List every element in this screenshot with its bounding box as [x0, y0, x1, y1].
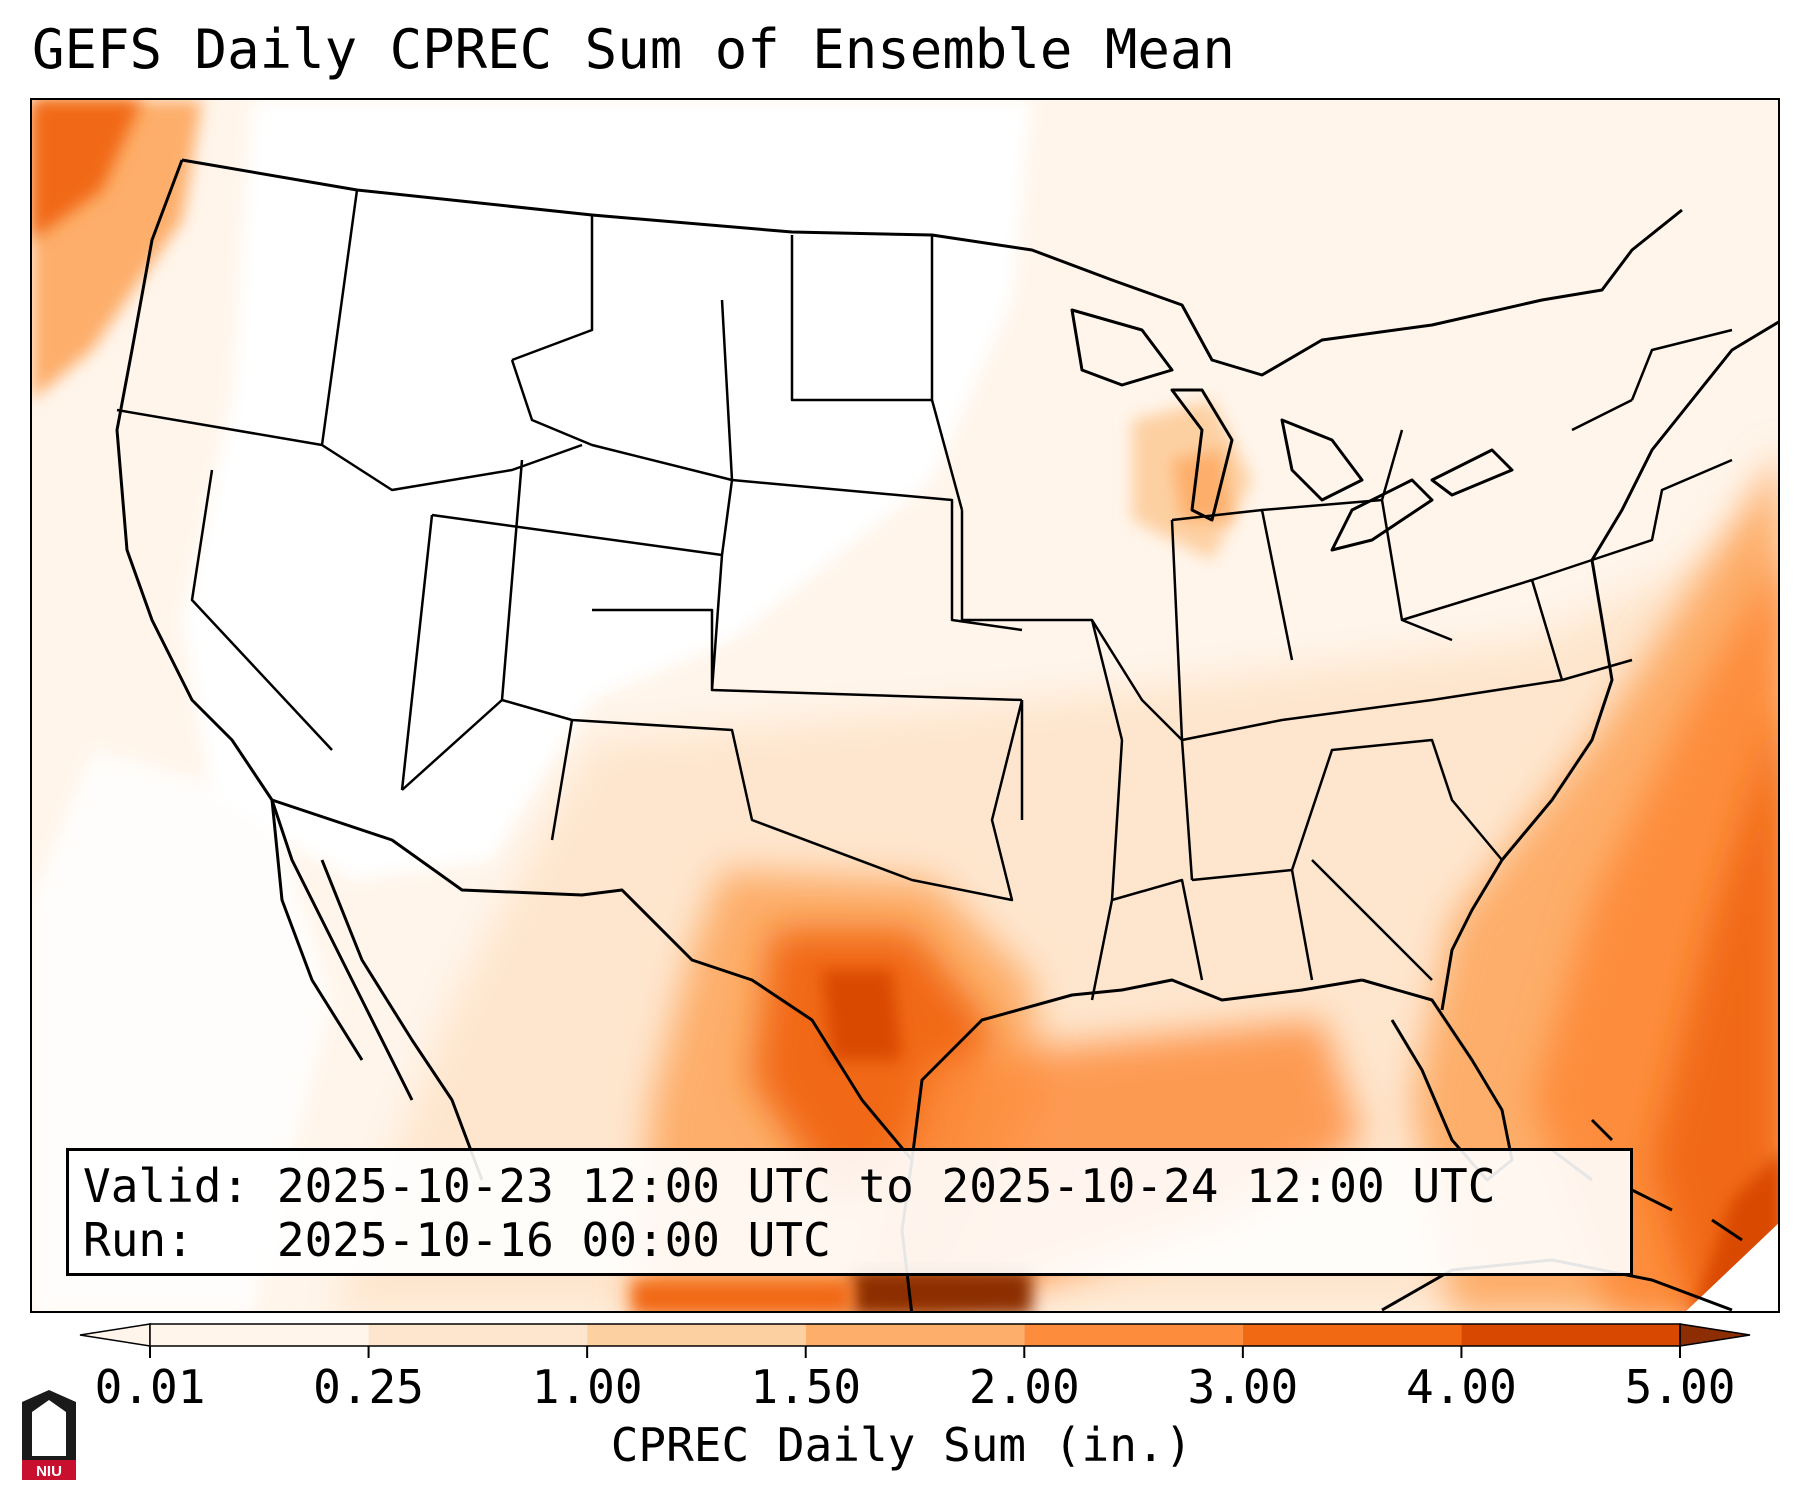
colorbar-title: CPREC Daily Sum (in.): [610, 1418, 1193, 1472]
precip-map: [30, 98, 1780, 1313]
run-value: 2025-10-16 00:00 UTC: [276, 1213, 831, 1267]
us-mexico-border: [271, 798, 914, 1161]
colorbar-ticks: [149, 1346, 1681, 1358]
colorbar-segment: [805, 1324, 1025, 1346]
colorbar-segment: [587, 1324, 806, 1346]
lake-michigan: [1170, 388, 1234, 522]
precip-pnw-core: [32, 100, 142, 240]
gulf-coast: [910, 978, 1363, 1161]
colorbar-tick-label: 3.00: [1187, 1360, 1299, 1414]
boundaries: [115, 158, 1778, 1311]
precip-mexico-south: [632, 1280, 852, 1311]
run-label: Run:: [83, 1213, 194, 1267]
map-title: GEFS Daily CPREC Sum of Ensemble Mean: [32, 18, 1235, 81]
precip-texas-max: [822, 970, 902, 1060]
colorbar-tick-label: 0.01: [94, 1360, 206, 1414]
lake-superior: [1070, 308, 1174, 387]
us-canada-border: [181, 158, 1683, 377]
colorbar-extend-high: [1679, 1323, 1751, 1347]
map-canvas: [32, 100, 1778, 1311]
colorbar-tick-label: 4.00: [1406, 1360, 1517, 1414]
colorbar-segments: [79, 1323, 1751, 1347]
colorbar-segment: [1242, 1324, 1462, 1346]
niu-logo: NIU: [22, 1390, 76, 1480]
valid-value: 2025-10-23 12:00 UTC to 2025-10-24 12:00…: [276, 1159, 1496, 1213]
colorbar-tick-label: 5.00: [1624, 1360, 1736, 1414]
colorbar-segment: [368, 1324, 588, 1346]
us-state-lines: [116, 189, 1733, 1001]
lake-erie: [1330, 478, 1434, 552]
colorbar-extend-low: [79, 1323, 151, 1347]
lake-huron: [1280, 418, 1364, 502]
niu-logo-text: NIU: [36, 1463, 62, 1480]
precip-dry-west: [182, 100, 1032, 880]
valid-label: Valid:: [83, 1159, 250, 1213]
precip-atlantic-core: [1652, 712, 1778, 1311]
colorbar: [79, 1323, 1751, 1358]
niu-logo-building: [32, 1412, 66, 1456]
precip-field: [32, 100, 1778, 1311]
colorbar-segment: [1461, 1324, 1680, 1346]
state-lines: [116, 189, 1733, 1001]
baja-mainland-coast: [320, 859, 484, 1181]
colorbar-tick-label: 1.50: [750, 1360, 862, 1414]
colorbar-segment: [1024, 1324, 1243, 1346]
niu-logo-band: [22, 1460, 76, 1480]
atlantic-coast: [1440, 320, 1778, 1011]
baja-peninsula: [270, 799, 364, 1061]
precip-lakes-core: [1172, 450, 1232, 520]
colorbar-outline: [149, 1323, 1681, 1347]
colorbar-tick-label: 2.00: [968, 1360, 1080, 1414]
pacific-coast: [115, 159, 414, 1101]
lake-ontario: [1430, 448, 1514, 497]
colorbar-tick-label: 1.00: [531, 1360, 643, 1414]
niu-logo-roof: [32, 1400, 66, 1412]
colorbar-segment: [150, 1324, 369, 1346]
valid-run-box: Valid: 2025-10-23 12:00 UTC to 2025-10-2…: [66, 1148, 1633, 1276]
precip-gulf-max: [852, 1270, 1032, 1311]
colorbar-tick-label: 0.25: [313, 1360, 424, 1414]
projection-corner: [1686, 1223, 1778, 1311]
